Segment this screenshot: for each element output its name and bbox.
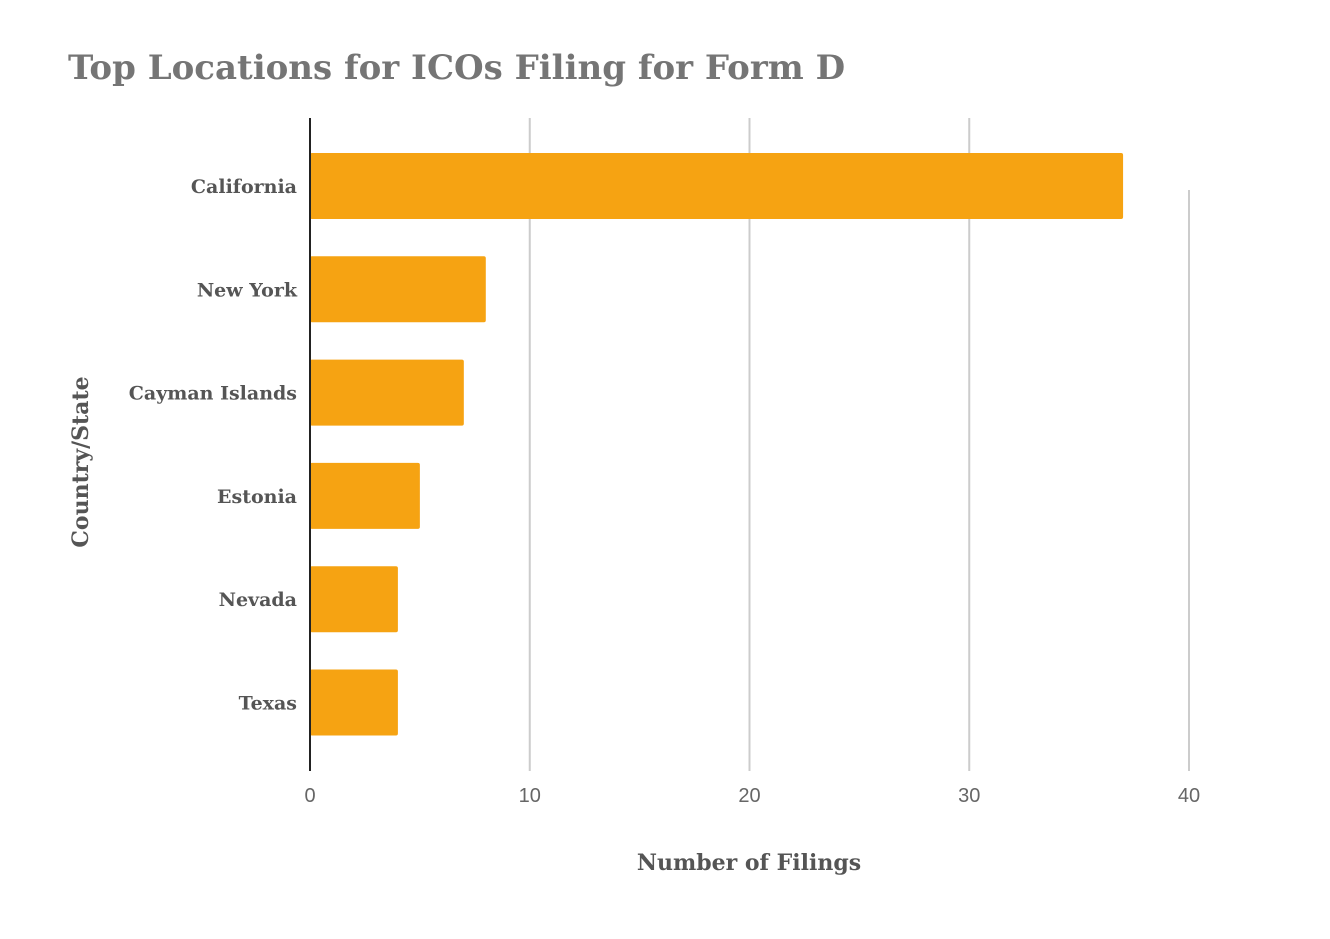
bar-texas[interactable] [310, 669, 398, 736]
bar-nevada[interactable] [310, 566, 398, 633]
gridlines [528, 118, 1190, 771]
x-tick-labels: 0 10 20 30 40 [304, 785, 1200, 807]
x-tick-label-10: 10 [519, 785, 541, 807]
category-label-nevada: Nevada [219, 589, 297, 611]
category-label-texas: Texas [239, 693, 297, 715]
x-tick-label-30: 30 [958, 785, 980, 807]
y-axis-title: Country/State [68, 376, 94, 547]
chart-title: Top Locations for ICOs Filing for Form D [68, 48, 845, 88]
bar-california[interactable] [310, 153, 1124, 219]
category-labels: California New York Cayman Islands Estonia N… [129, 176, 298, 715]
category-label-estonia: Estonia [217, 486, 297, 508]
x-axis-title: Number of Filings [637, 850, 861, 876]
bar-cayman-islands[interactable] [310, 359, 464, 426]
bar-new-york[interactable] [310, 256, 486, 323]
category-label-cayman-islands: Cayman Islands [129, 383, 297, 405]
x-tick-label-0: 0 [304, 785, 315, 807]
x-tick-label-40: 40 [1178, 785, 1200, 807]
category-label-california: California [191, 176, 297, 198]
x-tick-label-20: 20 [738, 785, 760, 807]
bar-estonia[interactable] [310, 462, 420, 529]
bars [310, 153, 1124, 736]
category-label-new-york: New York [197, 279, 298, 301]
